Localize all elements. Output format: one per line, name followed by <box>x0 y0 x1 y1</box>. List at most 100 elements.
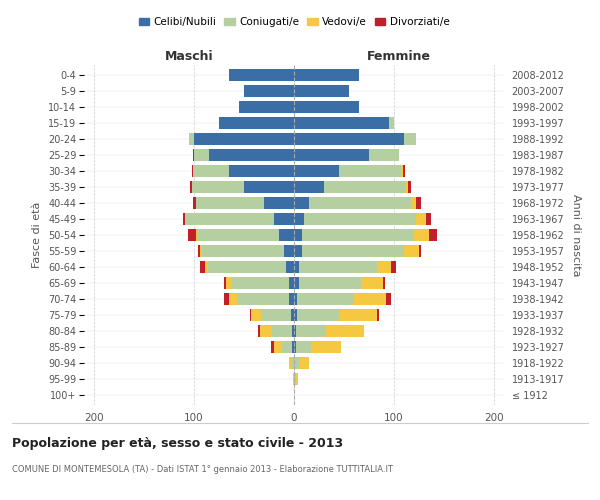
Bar <box>404 245 419 257</box>
Bar <box>202 245 284 257</box>
Bar <box>198 245 200 257</box>
Bar <box>299 261 377 273</box>
Bar <box>383 277 385 289</box>
Bar <box>294 358 299 370</box>
Bar <box>304 213 416 225</box>
Bar <box>294 100 359 112</box>
Text: Femmine: Femmine <box>367 50 431 64</box>
Bar <box>261 309 291 321</box>
Bar <box>404 133 416 145</box>
Bar <box>294 261 299 273</box>
Bar <box>192 165 193 177</box>
Bar <box>406 181 408 193</box>
Text: Popolazione per età, sesso e stato civile - 2013: Popolazione per età, sesso e stato civil… <box>12 438 343 450</box>
Bar <box>289 358 292 370</box>
Bar <box>272 325 292 337</box>
Bar <box>188 229 196 241</box>
Bar <box>229 68 294 80</box>
Bar <box>411 197 416 209</box>
Bar <box>414 229 429 241</box>
Bar <box>197 229 279 241</box>
Bar <box>377 261 391 273</box>
Bar <box>196 229 197 241</box>
Bar <box>294 165 339 177</box>
Bar <box>426 213 431 225</box>
Bar <box>377 309 379 321</box>
Bar <box>294 309 297 321</box>
Text: Maschi: Maschi <box>164 50 214 64</box>
Bar <box>274 341 282 353</box>
Bar <box>239 100 294 112</box>
Bar <box>258 325 260 337</box>
Bar <box>294 68 359 80</box>
Bar <box>185 213 186 225</box>
Bar <box>302 245 404 257</box>
Bar <box>251 309 261 321</box>
Bar <box>229 165 294 177</box>
Bar <box>208 261 286 273</box>
Bar <box>429 229 437 241</box>
Bar <box>294 277 299 289</box>
Bar <box>282 341 292 353</box>
Bar <box>271 341 274 353</box>
Bar <box>192 181 244 193</box>
Bar <box>193 165 229 177</box>
Bar <box>200 261 205 273</box>
Bar <box>189 133 194 145</box>
Bar <box>416 213 426 225</box>
Bar <box>279 229 294 241</box>
Bar <box>292 358 294 370</box>
Bar <box>194 149 209 161</box>
Bar <box>244 181 294 193</box>
Bar <box>284 245 294 257</box>
Bar <box>294 213 304 225</box>
Bar <box>391 261 396 273</box>
Bar <box>386 293 391 305</box>
Bar <box>294 197 309 209</box>
Bar <box>274 213 294 225</box>
Bar <box>224 293 229 305</box>
Bar <box>209 149 294 161</box>
Bar <box>292 341 294 353</box>
Legend: Celibi/Nubili, Coniugati/e, Vedovi/e, Divorziati/e: Celibi/Nubili, Coniugati/e, Vedovi/e, Di… <box>134 12 454 31</box>
Bar <box>294 133 404 145</box>
Bar <box>219 116 294 128</box>
Bar <box>193 197 196 209</box>
Bar <box>294 341 296 353</box>
Bar <box>183 213 185 225</box>
Text: COMUNE DI MONTEMESOLA (TA) - Dati ISTAT 1° gennaio 2013 - Elaborazione TUTTITALI: COMUNE DI MONTEMESOLA (TA) - Dati ISTAT … <box>12 466 393 474</box>
Y-axis label: Anni di nascita: Anni di nascita <box>571 194 581 276</box>
Bar <box>292 325 294 337</box>
Bar <box>339 309 377 321</box>
Bar <box>250 309 251 321</box>
Bar <box>294 229 302 241</box>
Bar <box>196 197 264 209</box>
Bar <box>296 325 326 337</box>
Bar <box>293 374 294 386</box>
Bar <box>224 277 226 289</box>
Bar <box>311 341 341 353</box>
Bar <box>324 181 406 193</box>
Bar <box>401 165 403 177</box>
Bar <box>264 197 294 209</box>
Bar <box>302 229 414 241</box>
Bar <box>419 245 421 257</box>
Bar <box>294 245 302 257</box>
Bar <box>193 149 194 161</box>
Bar <box>231 277 289 289</box>
Bar <box>186 213 274 225</box>
Bar <box>289 293 294 305</box>
Bar <box>299 277 361 289</box>
Bar <box>244 84 294 96</box>
Bar <box>289 277 294 289</box>
Bar <box>294 181 324 193</box>
Bar <box>291 309 294 321</box>
Bar <box>296 374 298 386</box>
Bar <box>260 325 272 337</box>
Bar <box>294 293 297 305</box>
Bar <box>299 358 309 370</box>
Bar <box>205 261 208 273</box>
Bar <box>294 374 296 386</box>
Bar <box>416 197 421 209</box>
Bar <box>408 181 411 193</box>
